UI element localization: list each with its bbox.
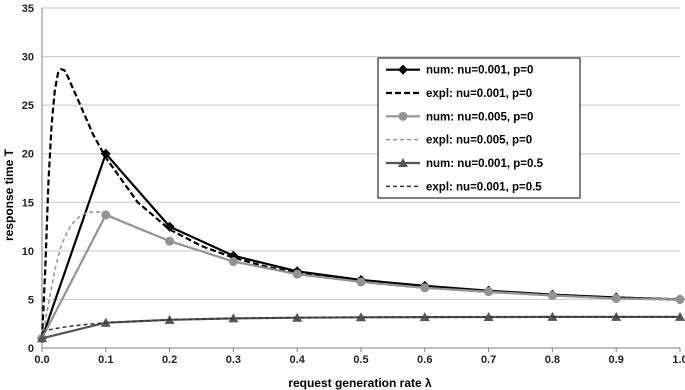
data-point (228, 250, 239, 261)
y-tick-label: 0 (28, 343, 34, 355)
legend-marker-1 (398, 64, 408, 75)
legend-label-5: num: nu=0.001, p=0.5 (426, 158, 544, 170)
series-group (37, 68, 685, 344)
x-tick-label: 0.5 (353, 354, 368, 366)
legend-box (377, 57, 581, 199)
data-point (356, 312, 366, 322)
legend-label-2: expl: nu=0.001, p=0 (426, 88, 532, 100)
y-tick-label: 30 (22, 52, 34, 64)
y-tick-label: 25 (22, 100, 34, 112)
legend-label-1: num: nu=0.001, p=0 (426, 65, 533, 77)
series-line-1 (40, 152, 681, 339)
data-point (547, 291, 557, 301)
x-axis-title: request generation rate λ (288, 376, 432, 390)
series-line-2 (40, 68, 681, 339)
y-tick-labels: 0 5 10 15 20 25 30 35 (22, 3, 34, 355)
y-tick-label: 15 (22, 197, 34, 209)
legend-marker-3 (398, 111, 408, 121)
x-tick-label: 0.3 (226, 354, 241, 366)
data-point (37, 333, 47, 343)
data-point (164, 221, 175, 232)
x-tick-label: 0.7 (481, 354, 496, 366)
x-tick-label: 0.0 (34, 354, 49, 366)
x-tick-label: 0.6 (417, 354, 432, 366)
data-point (484, 287, 494, 297)
legend-label-4: expl: nu=0.005, p=0 (426, 135, 532, 147)
y-axis-title: response time T (2, 148, 16, 241)
x-tick-label: 0.2 (162, 354, 177, 366)
legend-marker-5 (398, 158, 408, 167)
x-tick-label: 0.9 (609, 354, 624, 366)
x-tick-labels: 0.0 0.1 0.2 0.3 0.4 0.5 0.6 0.7 0.8 0.9 1.0 (34, 354, 685, 366)
data-point (483, 312, 494, 322)
legend-label-3: num: nu=0.005, p=0 (426, 111, 533, 123)
axes (41, 8, 681, 352)
data-point (675, 294, 685, 304)
data-point (611, 293, 621, 303)
x-tick-label: 0.4 (290, 354, 306, 366)
legend-label-6: expl: nu=0.001, p=0.5 (426, 181, 542, 193)
y-tick-label: 5 (28, 294, 34, 306)
x-tick-label: 0.1 (98, 354, 113, 366)
data-point (228, 257, 238, 267)
legend: num: nu=0.001, p=0 expl: nu=0.001, p=0 num… (377, 57, 581, 199)
y-tick-label: 20 (22, 149, 34, 161)
data-point (419, 312, 430, 322)
gridlines (42, 7, 680, 300)
series-line-6 (41, 316, 680, 333)
series-line-4 (41, 211, 681, 339)
data-point (101, 210, 111, 220)
x-tick-label: 0.8 (545, 354, 560, 366)
x-tick-label: 1.0 (672, 354, 685, 366)
y-tick-label: 35 (22, 3, 34, 15)
y-tick-label: 10 (22, 246, 34, 258)
